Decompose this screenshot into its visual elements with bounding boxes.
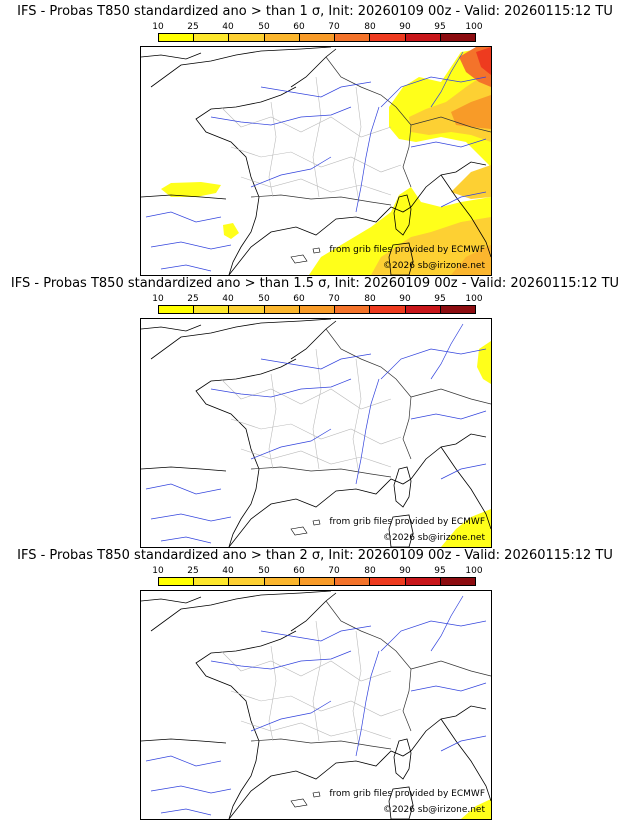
- color-swatch: [264, 306, 300, 313]
- credit-site: ©2026 sb@irizone.net: [383, 261, 485, 271]
- credit-source: from grib files provided by ECMWF: [329, 789, 485, 799]
- prob-area-med: [461, 799, 491, 819]
- map-panel-2: IFS - Probas T850 standardized ano > tha…: [0, 276, 630, 552]
- color-swatch: [299, 306, 336, 313]
- color-swatch: [229, 578, 265, 585]
- tick-label: 50: [258, 566, 270, 576]
- tick-label: 25: [187, 294, 199, 304]
- color-swatch: [335, 306, 371, 313]
- color-swatch: [405, 34, 441, 41]
- tick-label: 10: [152, 22, 164, 32]
- color-swatch: [194, 34, 230, 41]
- tick-label: 60: [293, 566, 305, 576]
- color-swatch: [159, 34, 195, 41]
- color-swatch: [370, 34, 406, 41]
- colorbar: 10 25 40 50 60 70 80 90 95 100: [152, 22, 483, 44]
- tick-label: 90: [399, 566, 411, 576]
- map-panel-3: IFS - Probas T850 standardized ano > tha…: [0, 548, 630, 824]
- tick-label: 80: [364, 566, 376, 576]
- colorbar-swatches: [158, 33, 476, 42]
- prob-area-alps-60: [451, 95, 491, 129]
- credit-site: ©2026 sb@irizone.net: [383, 533, 485, 543]
- map-area: from grib files provided by ECMWF ©2026 …: [140, 46, 492, 276]
- tick-label: 10: [152, 294, 164, 304]
- prob-area-north-east-80: [476, 47, 491, 75]
- map-canvas: [141, 319, 491, 547]
- tick-label: 60: [293, 294, 305, 304]
- map-area: from grib files provided by ECMWF ©2026 …: [140, 590, 492, 820]
- tick-label: 40: [222, 566, 234, 576]
- tick-label: 40: [222, 22, 234, 32]
- color-swatch: [405, 306, 441, 313]
- color-swatch: [159, 306, 195, 313]
- tick-label: 80: [364, 294, 376, 304]
- color-swatch: [264, 34, 300, 41]
- color-swatch: [299, 578, 336, 585]
- colorbar: 10 25 40 50 60 70 80 90 95 100: [152, 294, 483, 316]
- prob-area-italy: [451, 165, 491, 199]
- color-swatch: [405, 578, 441, 585]
- tick-label: 40: [222, 294, 234, 304]
- colorbar-swatches: [158, 305, 476, 314]
- panel-title: IFS - Probas T850 standardized ano > tha…: [10, 276, 620, 291]
- credit-source: from grib files provided by ECMWF: [329, 245, 485, 255]
- color-swatch: [440, 34, 475, 41]
- panel-title: IFS - Probas T850 standardized ano > tha…: [17, 548, 613, 563]
- tick-label: 50: [258, 22, 270, 32]
- panel-title: IFS - Probas T850 standardized ano > tha…: [17, 4, 613, 19]
- color-swatch: [194, 306, 230, 313]
- prob-area-east: [477, 341, 491, 384]
- color-swatch: [229, 34, 265, 41]
- tick-label: 100: [465, 566, 483, 576]
- tick-label: 50: [258, 294, 270, 304]
- colorbar-ticks: 10 25 40 50 60 70 80 90 95 100: [152, 566, 482, 577]
- tick-label: 90: [399, 294, 411, 304]
- color-swatch: [370, 578, 406, 585]
- map-canvas: [141, 47, 491, 275]
- color-swatch: [264, 578, 300, 585]
- credit-source: from grib files provided by ECMWF: [329, 517, 485, 527]
- prob-area-atlantic: [161, 182, 221, 197]
- map-panel-1: IFS - Probas T850 standardized ano > tha…: [0, 4, 630, 280]
- color-swatch: [440, 578, 475, 585]
- color-swatch: [194, 578, 230, 585]
- tick-label: 25: [187, 566, 199, 576]
- map-canvas: [141, 591, 491, 819]
- color-swatch: [229, 306, 265, 313]
- tick-label: 10: [152, 566, 164, 576]
- color-swatch: [159, 578, 195, 585]
- tick-label: 80: [364, 22, 376, 32]
- credit-site: ©2026 sb@irizone.net: [383, 805, 485, 815]
- color-swatch: [299, 34, 336, 41]
- prob-area-med-60: [451, 245, 491, 275]
- tick-label: 60: [293, 22, 305, 32]
- tick-label: 25: [187, 22, 199, 32]
- tick-label: 70: [328, 22, 340, 32]
- tick-label: 95: [434, 294, 446, 304]
- tick-label: 100: [465, 22, 483, 32]
- color-swatch: [335, 578, 371, 585]
- colorbar-swatches: [158, 577, 476, 586]
- tick-label: 90: [399, 22, 411, 32]
- tick-label: 95: [434, 566, 446, 576]
- colorbar-ticks: 10 25 40 50 60 70 80 90 95 100: [152, 22, 482, 33]
- tick-label: 70: [328, 294, 340, 304]
- color-swatch: [440, 306, 475, 313]
- tick-label: 100: [465, 294, 483, 304]
- prob-area-med-40: [371, 217, 491, 275]
- colorbar: 10 25 40 50 60 70 80 90 95 100: [152, 566, 483, 588]
- color-swatch: [370, 306, 406, 313]
- color-swatch: [335, 34, 371, 41]
- tick-label: 95: [434, 22, 446, 32]
- prob-area-spain-coast: [223, 223, 239, 239]
- colorbar-ticks: 10 25 40 50 60 70 80 90 95 100: [152, 294, 482, 305]
- tick-label: 70: [328, 566, 340, 576]
- map-area: from grib files provided by ECMWF ©2026 …: [140, 318, 492, 548]
- prob-area-med: [441, 509, 491, 547]
